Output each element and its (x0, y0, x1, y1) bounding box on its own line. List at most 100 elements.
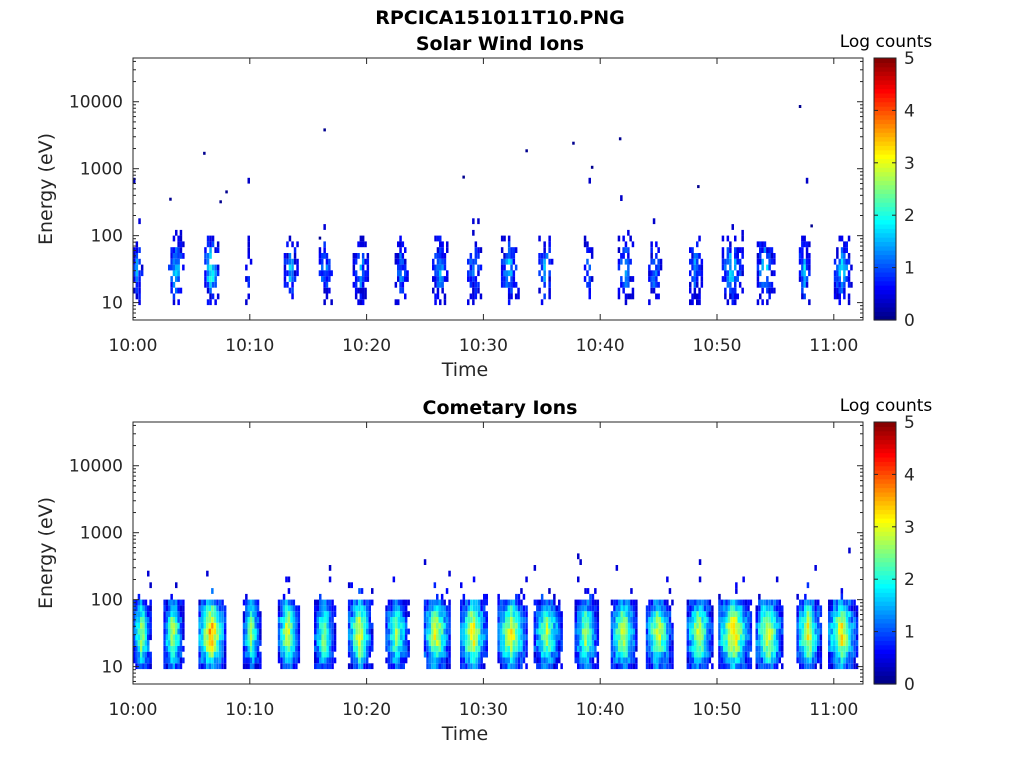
data-cell (323, 241, 326, 248)
colorbar-segment (874, 509, 896, 515)
data-cell (321, 258, 324, 265)
data-cell (475, 663, 478, 670)
data-cell (428, 663, 432, 670)
data-cell (347, 645, 351, 652)
data-cell (703, 657, 707, 664)
data-cell (724, 287, 727, 294)
data-cell (696, 634, 699, 641)
data-cell (436, 617, 439, 623)
data-cell (845, 634, 849, 641)
data-cell (540, 645, 544, 652)
data-cell (543, 657, 546, 664)
data-cell (588, 177, 591, 184)
data-cell (216, 611, 219, 617)
data-cell (666, 611, 669, 617)
data-cell (661, 617, 664, 623)
data-cell (175, 599, 178, 606)
data-cell (497, 634, 500, 641)
data-cell (499, 622, 503, 629)
data-cell (703, 605, 707, 612)
data-cell (763, 605, 766, 612)
data-cell (395, 663, 398, 670)
data-cell (291, 264, 294, 271)
data-cell (395, 640, 398, 646)
data-cell (365, 622, 369, 629)
data-cell (483, 622, 486, 629)
data-cell (724, 270, 727, 277)
data-cell (280, 651, 283, 658)
data-cell (517, 634, 521, 641)
data-cell (168, 651, 171, 658)
data-cell (848, 634, 851, 641)
data-cell (483, 611, 486, 617)
data-cell (428, 605, 432, 612)
data-cell (799, 645, 802, 652)
data-cell (522, 617, 526, 623)
data-cell (510, 281, 513, 288)
panel-title: Cometary Ions (423, 397, 578, 419)
data-cell (247, 241, 250, 248)
data-cell (177, 640, 180, 646)
data-cell (830, 663, 833, 670)
data-cell (550, 640, 554, 646)
colorbar-segment (874, 106, 896, 111)
data-cell (548, 235, 551, 242)
data-cell (558, 622, 561, 629)
data-cell (729, 253, 732, 259)
data-cell (811, 611, 815, 617)
data-cell (833, 651, 836, 658)
data-cell (404, 611, 408, 617)
data-cell (721, 235, 725, 242)
data-cell (292, 663, 296, 670)
data-cell (548, 276, 551, 282)
data-cell (838, 622, 841, 629)
data-cell (431, 617, 434, 623)
colorbar-segment (874, 154, 896, 160)
data-cell (137, 617, 141, 623)
data-cell (533, 640, 537, 646)
data-cell (558, 628, 561, 635)
data-cell (436, 253, 440, 259)
data-cell (540, 651, 544, 658)
data-cell (811, 651, 815, 658)
data-cell (806, 640, 810, 646)
colorbar-segment (874, 306, 896, 312)
data-cell (133, 628, 136, 635)
data-cell (620, 634, 623, 641)
colorbar-segment (874, 171, 896, 177)
data-cell (280, 663, 283, 670)
data-cell (731, 270, 734, 277)
data-cell (635, 663, 638, 670)
data-cell (467, 645, 471, 652)
data-cell (480, 663, 483, 670)
y-tick-label: 100 (91, 227, 123, 247)
data-cell (216, 293, 220, 300)
data-cell (843, 617, 846, 623)
data-cell (394, 253, 398, 259)
data-cell (432, 287, 435, 294)
data-cell (686, 611, 690, 617)
data-cell (613, 657, 616, 664)
data-cell (739, 605, 743, 612)
data-cell (711, 628, 714, 635)
data-cell (477, 218, 480, 225)
data-cell (140, 651, 143, 658)
data-cell (426, 663, 429, 670)
data-cell (691, 611, 694, 617)
data-cell (830, 634, 833, 641)
data-cell (352, 258, 356, 265)
data-cell (798, 270, 802, 277)
data-cell (655, 657, 659, 664)
data-cell (737, 651, 740, 658)
data-cell (483, 651, 486, 658)
data-cell (848, 645, 851, 652)
data-cell (149, 651, 152, 658)
data-cell (630, 605, 633, 612)
data-cell (361, 293, 365, 300)
colorbar-segment (874, 140, 896, 146)
data-cell (149, 617, 152, 623)
data-cell (137, 611, 141, 617)
data-cell (584, 599, 587, 606)
data-cell (245, 657, 248, 664)
data-cell (404, 264, 407, 271)
